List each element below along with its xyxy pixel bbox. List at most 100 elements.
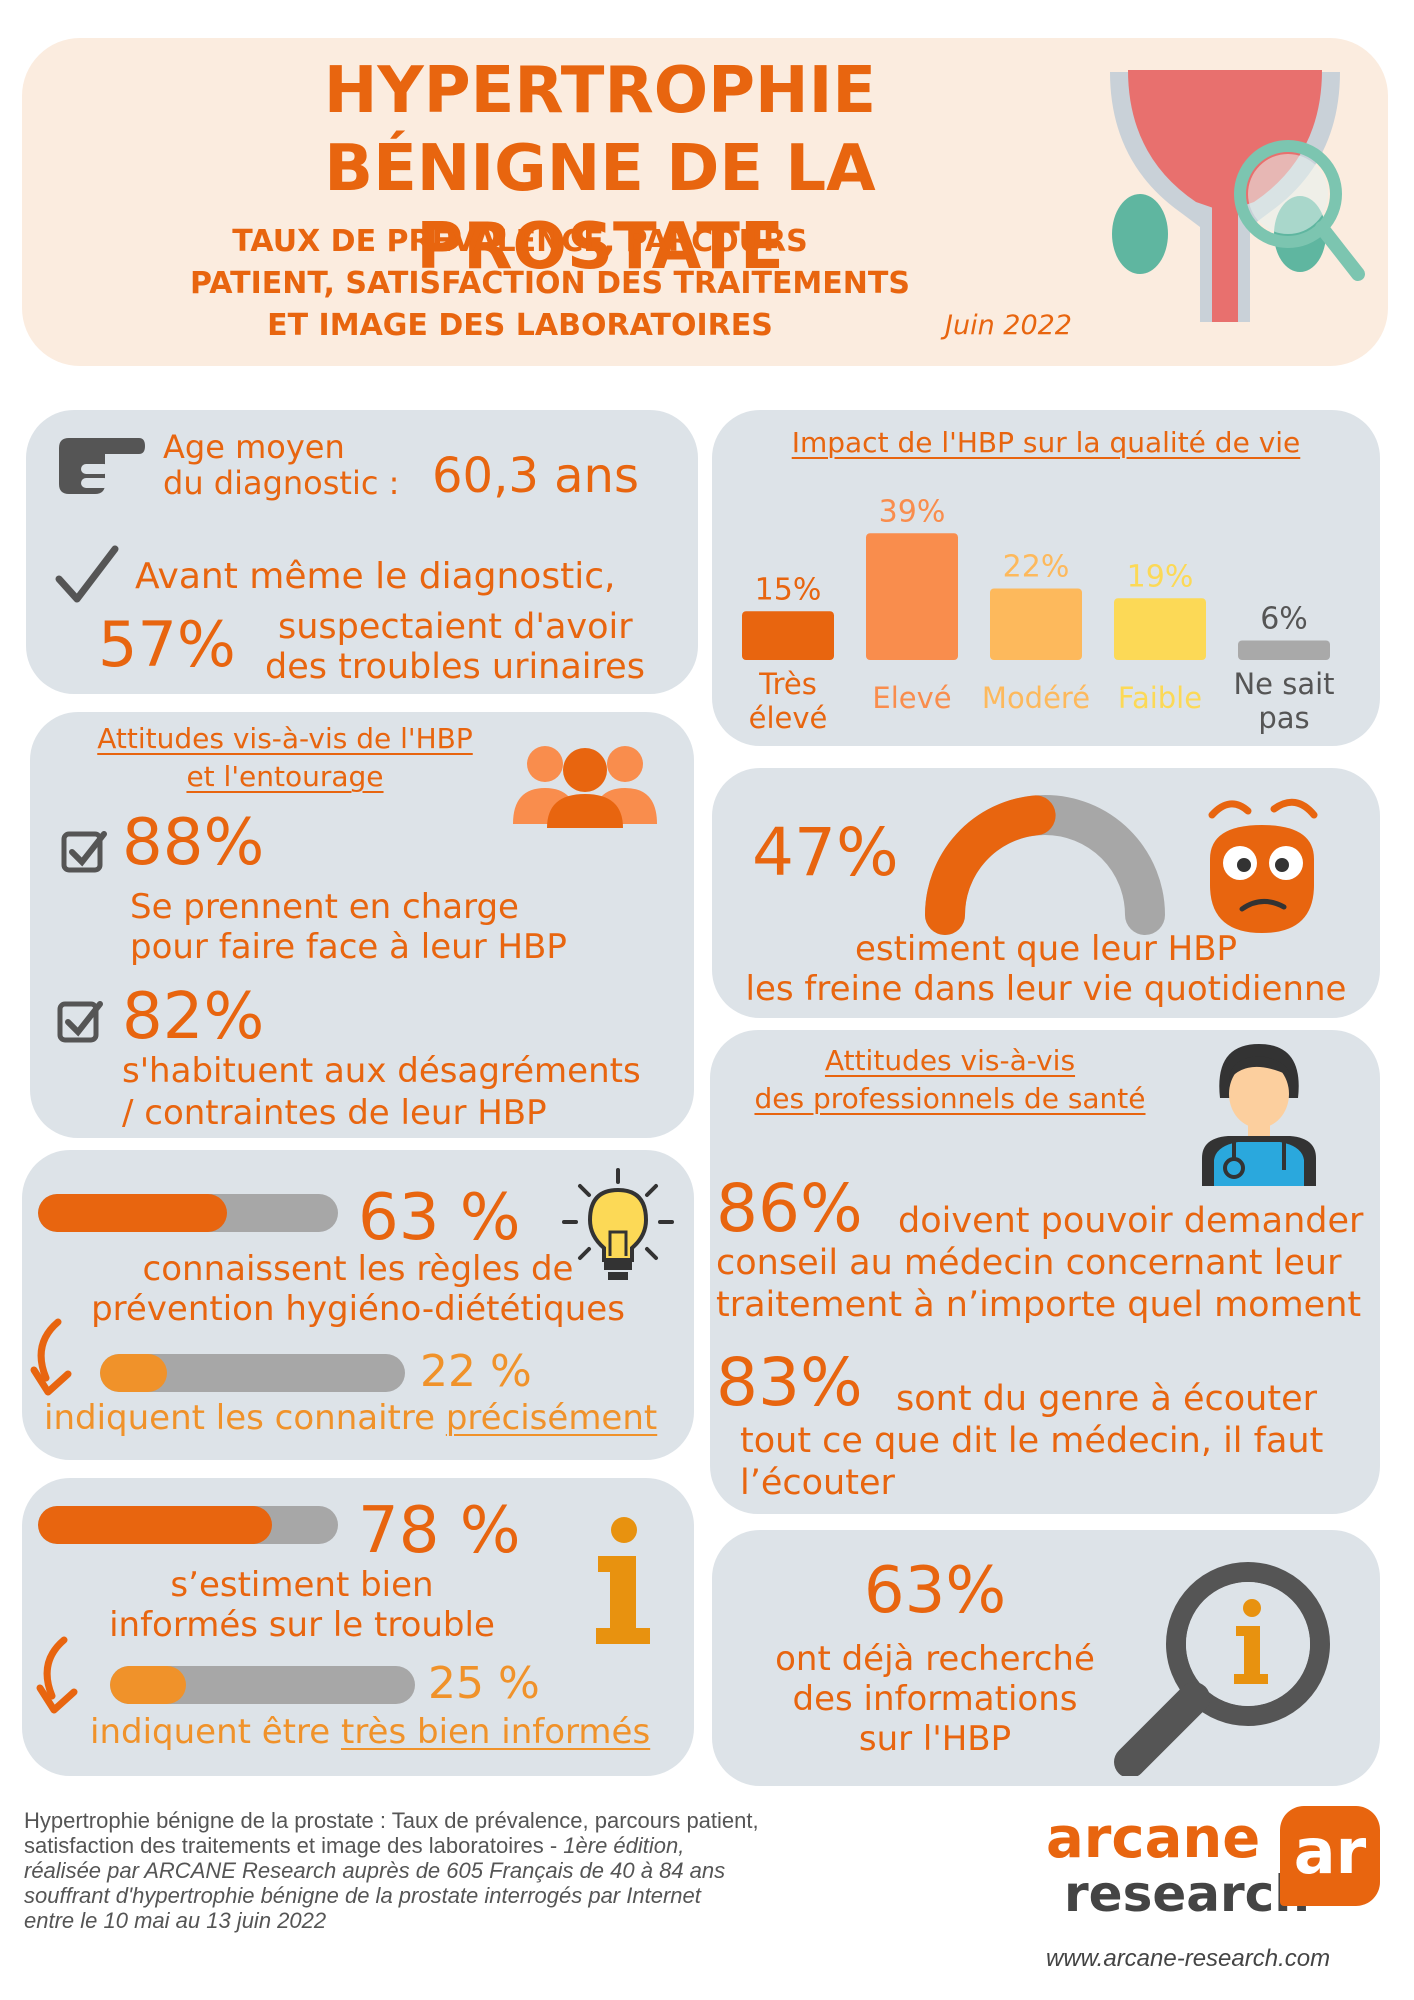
- age-label-line1: Age moyen: [163, 428, 345, 466]
- suspect-line2: suspectaient d'avoir: [278, 607, 633, 647]
- publication-date: Juin 2022: [945, 310, 1072, 341]
- impact-category-label: Ne sait: [1233, 667, 1334, 701]
- arcane-website-url[interactable]: www.arcane-research.com: [1046, 1945, 1331, 1972]
- prevention-main-percent: 63 %: [358, 1181, 521, 1255]
- info-main-line1: s’estiment bien: [170, 1565, 434, 1605]
- impact-value-label: 15%: [755, 572, 822, 607]
- attitudes-title-line2: et l'entourage: [186, 760, 384, 793]
- search-line2: des informations: [792, 1679, 1078, 1719]
- magnifier-info-icon: [1114, 1562, 1330, 1776]
- attitude2-percent: 82%: [122, 980, 265, 1054]
- search-percent: 63%: [863, 1554, 1007, 1628]
- impact-category-label: Très: [758, 667, 817, 701]
- curved-arrow-icon: [30, 1318, 72, 1396]
- professionals-title-line2: des professionnels de santé: [754, 1082, 1146, 1115]
- prevention-sub-emphasis: précisément: [445, 1398, 658, 1438]
- attitude1-line1: Se prennent en charge: [130, 887, 519, 927]
- half-gauge: [925, 795, 1165, 935]
- impact-category-label: élevé: [749, 701, 828, 735]
- impact-value-label: 19%: [1127, 559, 1194, 594]
- pros2-line1: sont du genre à écouter: [896, 1379, 1318, 1419]
- pros1-line2: conseil au médecin concernant leur: [716, 1243, 1342, 1283]
- prostate-magnifier-illustration: [1110, 70, 1365, 322]
- curved-arrow-icon: [36, 1636, 78, 1714]
- age-value: 60,3 ans: [432, 448, 639, 504]
- impact-value-label: 39%: [879, 494, 946, 529]
- footer-line3: réalisée par ARCANE Research auprès de 6…: [24, 1858, 984, 1883]
- pros1-line3: traitement à n’importe quel moment: [716, 1285, 1362, 1325]
- footer-source: Hypertrophie bénigne de la prostate : Ta…: [24, 1808, 984, 1933]
- pros2-percent: 83%: [716, 1344, 863, 1421]
- gauge-line2: les freine dans leur vie quotidienne: [745, 969, 1347, 1009]
- info-main-bar: [38, 1506, 338, 1544]
- checkmark-icon: [55, 545, 119, 603]
- impact-category-label: Modéré: [982, 681, 1090, 715]
- footer-line1: Hypertrophie bénigne de la prostate : Ta…: [24, 1808, 759, 1833]
- footer-line4-italic: souffrant d'hypertrophie bénigne de la p…: [24, 1883, 701, 1908]
- prevention-sub-bar-fill: [100, 1354, 168, 1392]
- footer-line2: satisfaction des traitements et image de…: [24, 1833, 984, 1858]
- group-people-icon: [513, 746, 657, 828]
- page-subtitle-line2: PATIENT, SATISFACTION DES TRAITEMENTS: [190, 266, 910, 301]
- search-line1: ont déjà recherché: [775, 1639, 1095, 1679]
- impact-chart-card: [712, 410, 1380, 746]
- prevention-sub-label: indiquent les connaitre: [44, 1398, 435, 1438]
- gauge-line1: estiment que leur HBP: [854, 929, 1238, 969]
- age-label-line2: du diagnostic :: [163, 464, 400, 502]
- info-sub-bar: [110, 1666, 415, 1704]
- doctor-icon: [1202, 1044, 1316, 1186]
- info-sub-label: indiquent être: [90, 1712, 331, 1752]
- impact-category-label: pas: [1258, 701, 1309, 735]
- attitude1-percent: 88%: [122, 806, 265, 880]
- info-main-bar-fill: [38, 1506, 272, 1544]
- info-main-percent: 78 %: [358, 1494, 521, 1568]
- footer-line2-text: satisfaction des traitements et image de…: [24, 1833, 564, 1858]
- gauge-percent: 47%: [752, 814, 899, 891]
- arcane-logo-text1: arcane: [1046, 1806, 1261, 1871]
- impact-value-label: 22%: [1003, 550, 1070, 585]
- lightbulb-icon: [562, 1168, 674, 1280]
- footer-line4: souffrant d'hypertrophie bénigne de la p…: [24, 1883, 984, 1908]
- info-i-icon: [596, 1517, 650, 1644]
- page-subtitle-line1: TAUX DE PRÉVALENCE, PARCOURS: [232, 224, 808, 259]
- attitude1-line2: pour faire face à leur HBP: [130, 927, 567, 967]
- info-sub-percent: 25 %: [428, 1658, 540, 1709]
- impact-bar: [742, 611, 834, 660]
- impact-bar: [990, 588, 1082, 660]
- pros1-percent: 86%: [716, 1170, 863, 1247]
- attitudes-title-line1: Attitudes vis-à-vis de l'HBP: [97, 722, 473, 755]
- impact-category-label: Faible: [1118, 681, 1202, 715]
- worried-face-icon: [1208, 798, 1318, 933]
- impact-category-label: Elevé: [872, 681, 951, 715]
- attitude2-line1: s'habituent aux désagréments: [122, 1051, 641, 1091]
- suspect-line3: des troubles urinaires: [265, 647, 645, 687]
- arcane-logo-text2: research: [1064, 1865, 1310, 1923]
- checkbox-icon: [57, 1001, 103, 1043]
- impact-bar: [866, 533, 958, 660]
- pointing-hand-icon: [59, 438, 145, 494]
- search-line3: sur l'HBP: [858, 1719, 1012, 1759]
- info-main-line2: informés sur le trouble: [109, 1605, 495, 1645]
- suspect-percent: 57%: [98, 608, 236, 681]
- info-sub-bar-fill: [110, 1666, 187, 1704]
- prevention-main-line1: connaissent les règles de: [142, 1249, 574, 1289]
- prevention-sub-bar: [100, 1354, 405, 1392]
- professionals-title-line1: Attitudes vis-à-vis: [824, 1044, 1076, 1077]
- prevention-sub-text: indiquent les connaitre précisément: [44, 1398, 657, 1438]
- info-sub-emphasis: très bien informés: [340, 1712, 651, 1752]
- footer-line5-italic: entre le 10 mai au 13 juin 2022: [24, 1908, 327, 1933]
- page-title-line1: HYPERTROPHIE: [323, 54, 877, 128]
- pros2-line3: l’écouter: [740, 1463, 895, 1503]
- impact-bar: [1114, 598, 1206, 660]
- footer-line2-italic: 1ère édition,: [563, 1833, 685, 1858]
- footer-line3-italic: réalisée par ARCANE Research auprès de 6…: [24, 1858, 726, 1883]
- suspect-line1: Avant même le diagnostic,: [135, 556, 616, 597]
- prevention-main-bar: [38, 1194, 338, 1232]
- page-subtitle-line3: ET IMAGE DES LABORATOIRES: [267, 308, 773, 343]
- pros1-line1: doivent pouvoir demander: [898, 1201, 1364, 1241]
- attitude2-line2: / contraintes de leur HBP: [122, 1093, 547, 1133]
- prevention-sub-percent: 22 %: [420, 1346, 532, 1397]
- arcane-logo-mark: ar: [1280, 1806, 1380, 1906]
- prevention-main-bar-fill: [38, 1194, 227, 1232]
